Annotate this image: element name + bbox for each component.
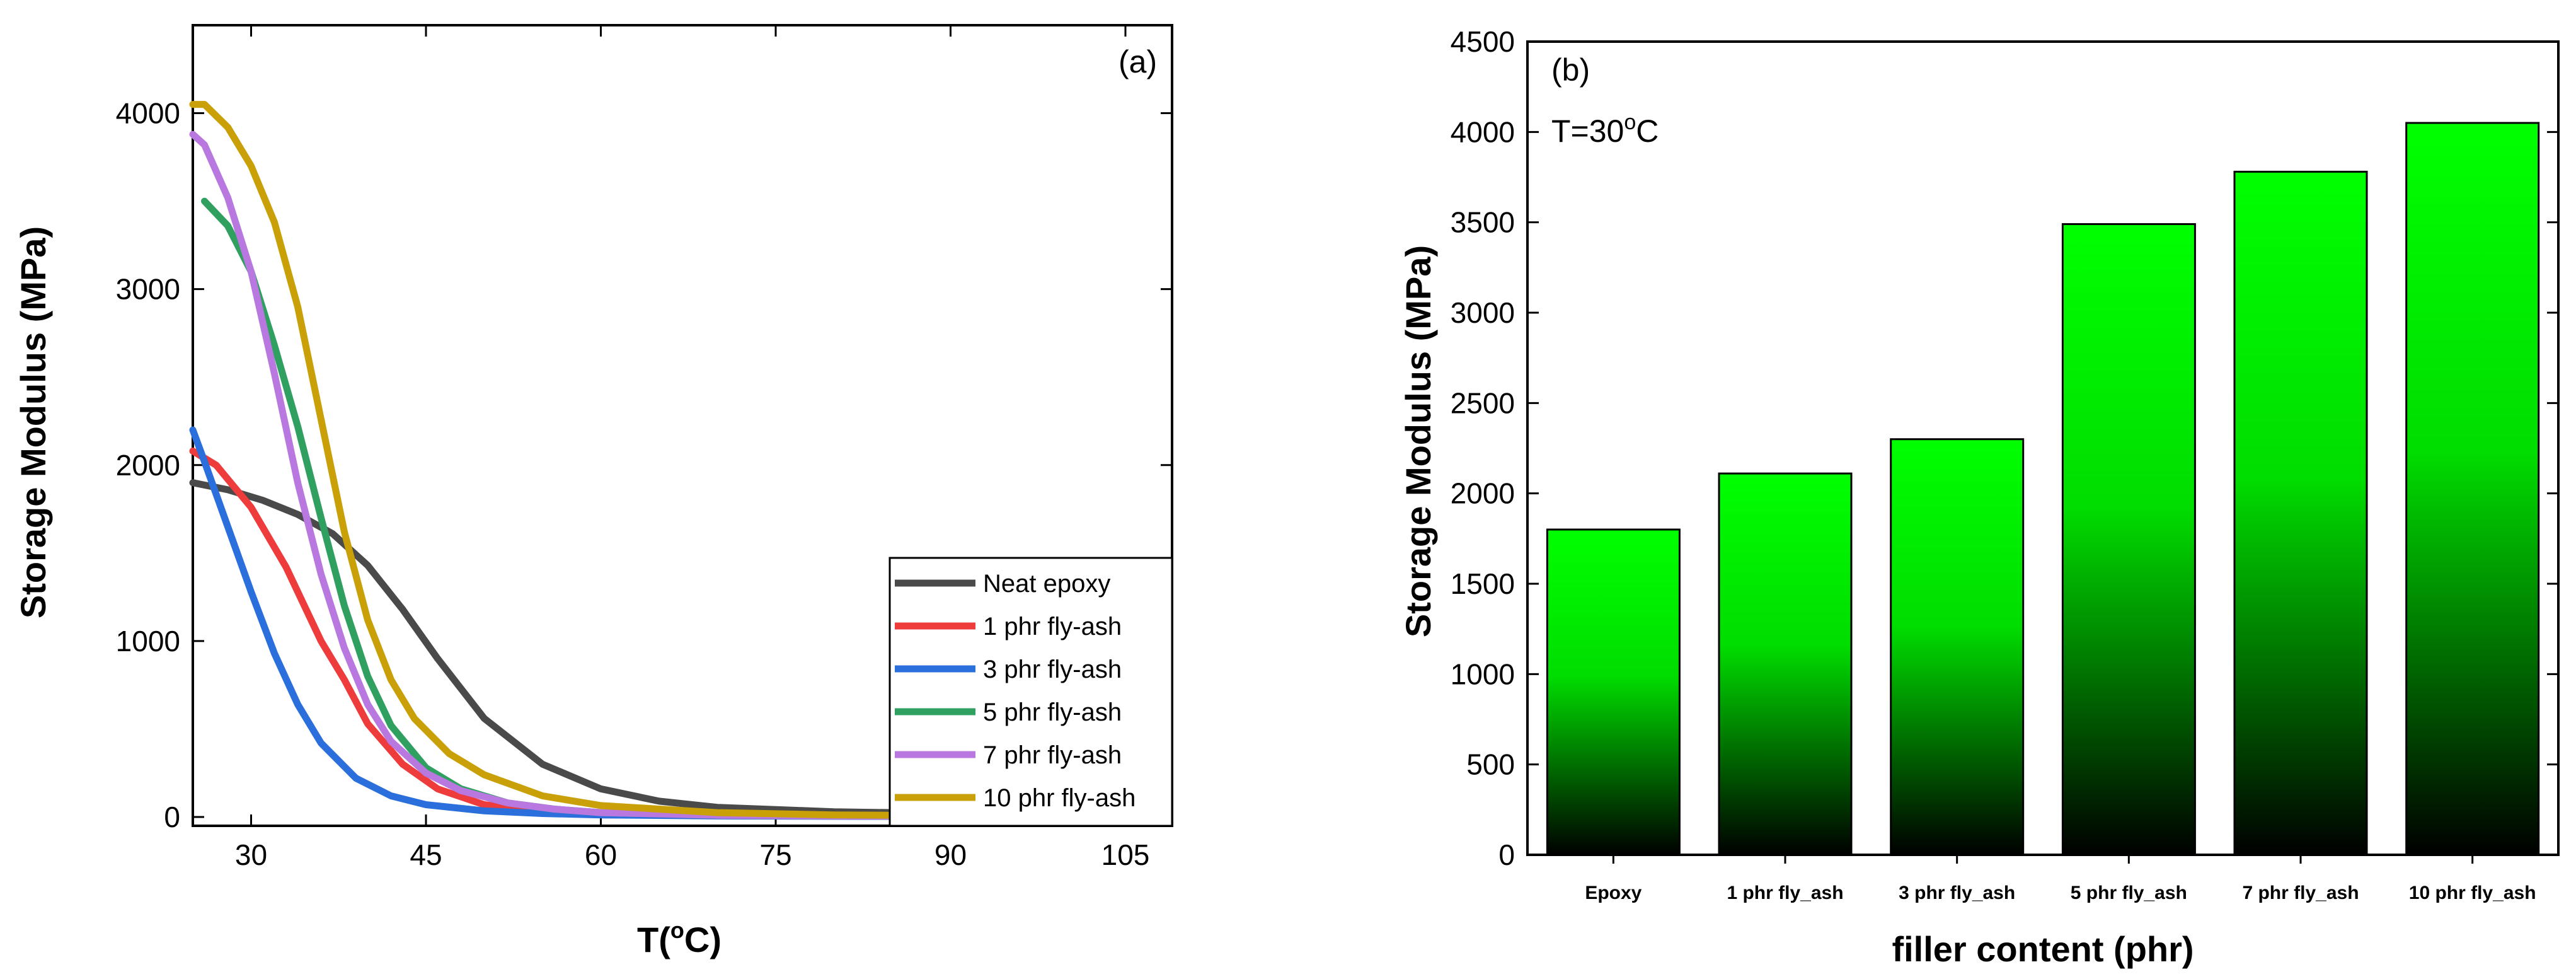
y-tick-label-b: 2500 [1451, 386, 1515, 419]
series-line-6 [189, 101, 1024, 820]
chart-b: 0 500 1000 1500 2000 2500 3000 3500 4000 4500 Epox… [1398, 25, 2560, 969]
bar-6 [2405, 122, 2540, 856]
series-line-3 [189, 426, 954, 820]
plot-frame-b [1526, 40, 2560, 856]
x-tick-label-a: 60 [585, 838, 617, 871]
y-axis-title-b: Storage Modulus (MPa) [1398, 245, 1438, 637]
bar-3 [1890, 438, 2025, 856]
x-axis-title-a: T(oC) [637, 917, 722, 959]
y-tick-label-a: 2000 [116, 449, 180, 482]
bar-5 [2233, 170, 2368, 856]
series-line-1 [189, 479, 1071, 818]
y-tick-label-b: 500 [1466, 748, 1515, 781]
x-category-label: 10 phr fly_ash [2409, 883, 2536, 903]
x-tick-label-a: 75 [759, 838, 791, 871]
y-tick-label-b: 1500 [1451, 567, 1515, 600]
panel-label-a: (a) [1118, 44, 1157, 79]
y-tick-label-a: 4000 [116, 97, 180, 130]
x-tick-label-a: 45 [410, 838, 442, 871]
y-tick-label-b: 4500 [1451, 25, 1515, 58]
legend-label: 7 phr fly-ash [983, 741, 1122, 769]
plot-frame-a [192, 24, 1173, 827]
x-tick-label-a: 90 [934, 838, 967, 871]
legend-label: 1 phr fly-ash [983, 613, 1122, 640]
x-axis-title-b: filler content (phr) [1892, 929, 2194, 969]
y-axis-title-a: Storage Modulus (MPa) [13, 226, 53, 618]
legend-label: 3 phr fly-ash [983, 656, 1122, 683]
x-category-label: 7 phr fly_ash [2242, 883, 2359, 903]
x-tick-label-a: 105 [1101, 838, 1150, 871]
series-line-5 [189, 130, 954, 820]
y-tick-label-b: 1000 [1451, 657, 1515, 690]
temperature-annotation: T=30oC [1551, 110, 1659, 149]
legend-label: 10 phr fly-ash [983, 784, 1136, 812]
x-tick-label-a: 30 [235, 838, 267, 871]
series-line-4 [201, 197, 954, 820]
legend-label: 5 phr fly-ash [983, 698, 1122, 726]
chart-a: 30 45 60 75 90 105 0 1000 2000 3000 4000 (a) T(oC)… [13, 24, 1173, 959]
y-tick-label-b: 3500 [1451, 206, 1515, 239]
bar-2 [1718, 472, 1853, 856]
legend-box [888, 557, 1173, 827]
legend-label: Neat epoxy [983, 570, 1110, 598]
x-category-label: Epoxy [1585, 883, 1642, 903]
bar-1 [1546, 528, 1681, 856]
bar-4 [2061, 223, 2196, 856]
panel-label-b: (b) [1551, 52, 1590, 88]
y-tick-label-a: 1000 [116, 625, 180, 657]
y-tick-label-b: 0 [1498, 838, 1515, 871]
y-tick-label-b: 3000 [1451, 296, 1515, 329]
y-tick-label-a: 0 [164, 801, 180, 833]
x-category-label: 1 phr fly_ash [1727, 883, 1843, 903]
x-category-label: 5 phr fly_ash [2071, 883, 2187, 903]
y-tick-label-b: 2000 [1451, 477, 1515, 510]
legend-a: Neat epoxy 1 phr fly-ash 3 phr fly-ash 5 ph… [888, 557, 1173, 827]
y-tick-label-b: 4000 [1451, 115, 1515, 148]
x-category-label: 3 phr fly_ash [1899, 883, 2015, 903]
y-tick-label-a: 3000 [116, 273, 180, 306]
